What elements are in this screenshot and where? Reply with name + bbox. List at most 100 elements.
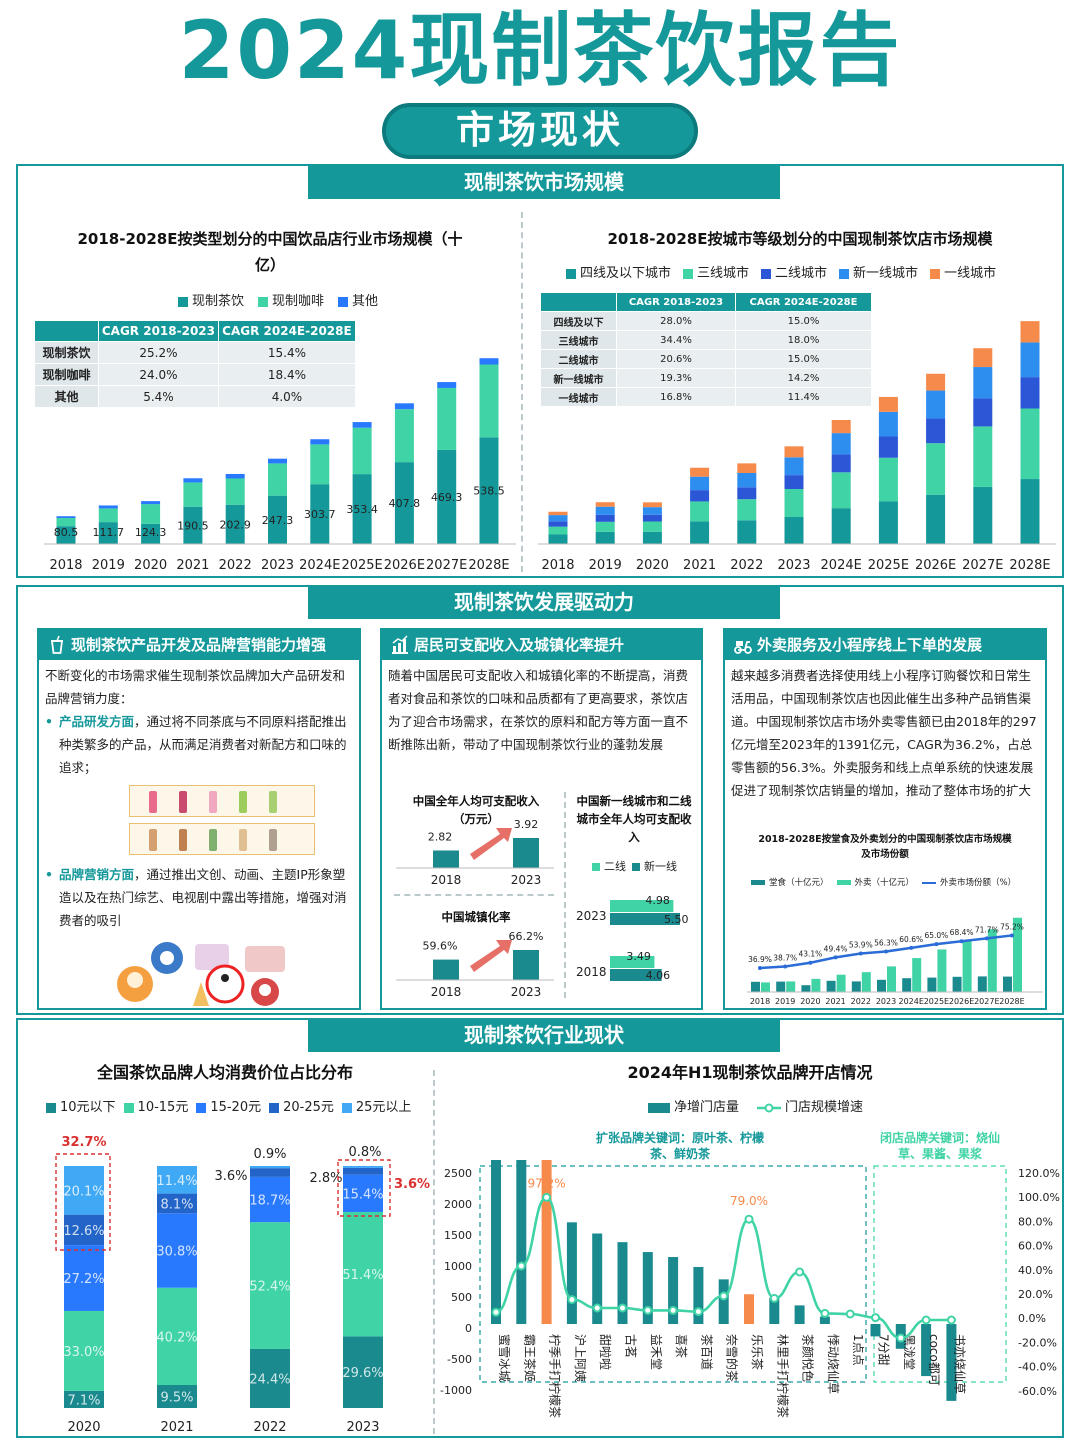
bar-segment [250, 1176, 290, 1223]
bar-segment [343, 1336, 383, 1408]
highlight-box [337, 1159, 391, 1217]
y-tick-label: 1500 [444, 1229, 472, 1242]
segment-label: 9.5% [160, 1391, 193, 1406]
bar-segment [973, 348, 993, 368]
bar-segment [737, 520, 757, 544]
bar-segment [926, 494, 946, 544]
bar-delivery [887, 966, 896, 992]
segment-label: 7.1% [67, 1393, 100, 1408]
share-point [959, 939, 964, 944]
bar-net-stores [491, 1160, 501, 1324]
bar-value-label: 4.98 [645, 894, 670, 907]
bar-segment [784, 446, 804, 458]
growth-point [592, 1303, 602, 1313]
segment-label: 29.6% [342, 1366, 383, 1381]
bar-net-stores [693, 1266, 704, 1324]
x-tick-label: 2028E [1009, 558, 1050, 573]
bar-segment [831, 508, 851, 544]
bar-net-stores [642, 1252, 653, 1324]
table-row: 二线城市 20.6% 15.0% [540, 349, 873, 369]
legend-item-dine-in: 堂食（十亿元） [751, 876, 829, 888]
x-tick-label: 茶颜悦色 [801, 1334, 816, 1382]
bar-delivery [761, 982, 770, 992]
price-chart-title: 全国茶饮品牌人均消费价位占比分布 [96, 1063, 353, 1082]
bar-delivery [861, 972, 871, 992]
share-label: 53.9% [849, 941, 873, 950]
bar-segment [973, 486, 993, 544]
bar-segment [343, 1167, 383, 1175]
legend-item-tier1: 一线城市 [930, 262, 996, 281]
bar-net-stores [921, 1324, 932, 1377]
x-tick-label: 2020 [800, 997, 820, 1006]
growth-point [516, 1261, 526, 1271]
bar-segment [268, 458, 287, 464]
segment-label: 8.1% [160, 1197, 193, 1212]
legend-item-over25: 25元以上 [341, 1096, 411, 1115]
store-chart-title: 2024年H1现制茶饮品牌开店情况 [627, 1063, 873, 1082]
share-label: 68.4% [950, 928, 974, 937]
bar-segment [784, 517, 804, 544]
growth-point [820, 1308, 830, 1318]
bar-segment [831, 454, 851, 473]
y-tick-label: 2018 [576, 965, 607, 979]
bar-segment [479, 358, 499, 365]
bar-segment [437, 382, 457, 388]
x-tick-label: 2018 [431, 873, 462, 886]
share-point [833, 955, 838, 960]
bar-value-label: 66.2% [509, 930, 544, 943]
bar-dine-in [952, 976, 962, 992]
bar-segment [64, 1390, 104, 1408]
growth-point [567, 1295, 577, 1305]
bar-segment [157, 1385, 197, 1408]
bar-net-stores [668, 1257, 679, 1324]
bar-segment [352, 474, 372, 544]
y-tick-label: -1000 [440, 1384, 472, 1397]
delivery-combo-chart: 36.9% 2018 38.7% 2019 43.1% 2020 49.4% 2021 53.9… [747, 917, 1043, 1006]
bar-net-stores [744, 1294, 754, 1324]
segment-label: 40.2% [156, 1330, 197, 1345]
bar-segment [183, 478, 203, 483]
bar-segment [1020, 479, 1040, 544]
card-header: 外卖服务及小程序线上下单的发展 [725, 630, 1045, 660]
y-tick-label: 500 [451, 1291, 472, 1304]
bar [433, 850, 459, 868]
x-tick-label: 黑泷堂 [902, 1334, 916, 1370]
expand-keywords-note: 扩张品牌关键词：原叶茶、柠檬茶、鲜奶茶 [595, 1131, 764, 1161]
bar-total-label: 538.5 [473, 485, 505, 498]
bar [610, 900, 674, 912]
bar [610, 969, 662, 981]
bar-total-label: 469.3 [431, 491, 463, 504]
bar-segment [878, 396, 898, 412]
growth-point [795, 1267, 805, 1277]
bar-segment [225, 478, 245, 505]
bar-segment [784, 457, 804, 476]
highlight-label: 3.6% [394, 1177, 430, 1192]
x-tick-label: 林里手打柠檬茶 [775, 1334, 790, 1418]
x-tick-label: 2022 [219, 558, 252, 573]
x-tick-label: 2023 [511, 985, 542, 998]
bar-net-stores [617, 1242, 628, 1324]
chart-b-legend: 四线及以下城市 三线城市 二线城市 新一线城市 一线城市 [566, 262, 996, 281]
bar-segment [548, 534, 568, 544]
bar-segment [141, 523, 161, 544]
x-tick-label: 沪上阿姨 [573, 1334, 587, 1382]
bar-segment [56, 518, 76, 527]
bar-dine-in [1003, 976, 1012, 992]
x-tick-label: 2027E [426, 558, 467, 573]
bar-segment [64, 1166, 104, 1215]
bar-segment [98, 522, 118, 544]
mini-divider-vertical [564, 792, 566, 998]
bar-total-label: 303.7 [304, 508, 336, 521]
bar-total-label: 124.3 [135, 526, 167, 539]
bar-total-label: 202.9 [219, 518, 251, 531]
bar-segment [141, 504, 161, 524]
bar-segment [437, 387, 457, 450]
x-tick-label: 2027E [962, 558, 1003, 573]
urban-bar-chart: 59.6% 2018 66.2% 2023 [396, 930, 554, 998]
x-tick-label: 2024E [821, 558, 862, 573]
bar-segment [548, 515, 568, 522]
y2-tick-label: 100.0% [1018, 1191, 1060, 1204]
bar-segment [343, 1166, 383, 1168]
bar-segment [343, 1174, 383, 1212]
x-tick-label: 2024E [299, 558, 340, 573]
